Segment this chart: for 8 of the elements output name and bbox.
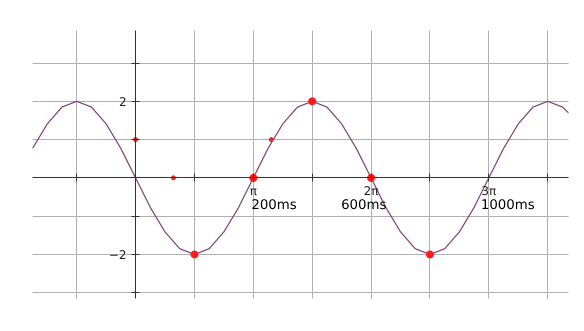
x-tick-label: 2π	[364, 184, 379, 198]
annotation: 600ms	[341, 198, 386, 213]
annotation: 1000ms	[480, 198, 535, 213]
y-tick-label: −2	[108, 248, 127, 262]
annotation: 200ms	[251, 198, 297, 213]
x-tick-label: π	[250, 184, 257, 198]
x-tick-label: 3π	[481, 184, 496, 198]
y-tick-label: 2	[118, 94, 127, 109]
